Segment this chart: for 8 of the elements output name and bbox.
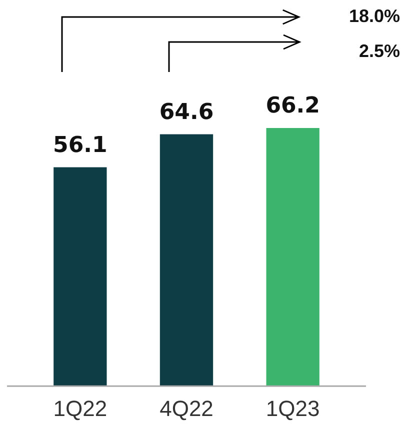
x-tick-label: 1Q23 (266, 396, 320, 421)
text: 2.5% (358, 40, 400, 61)
data-label: 66.2 (266, 94, 320, 119)
x-tick-label: 4Q22 (160, 396, 214, 421)
x-tick-label: 1Q22 (53, 396, 108, 421)
text: 18.0% (348, 6, 400, 26)
data-label: 64.6 (159, 100, 214, 125)
data-label: 56.1 (53, 133, 108, 158)
